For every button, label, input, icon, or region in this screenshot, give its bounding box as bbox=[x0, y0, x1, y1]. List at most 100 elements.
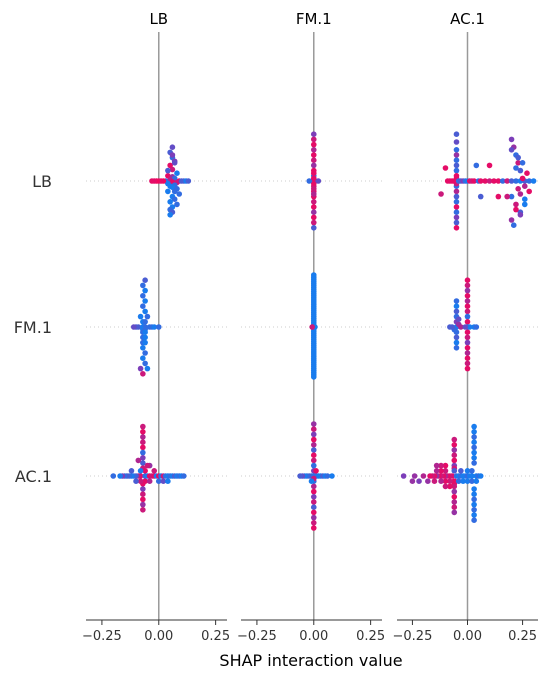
point-ac-1-lb bbox=[495, 178, 502, 184]
point-ac-1-lb bbox=[453, 209, 460, 215]
point-fm-1-ac-1 bbox=[310, 442, 317, 448]
point-ac-1-fm-1 bbox=[464, 298, 471, 304]
point-ac-1-lb bbox=[515, 154, 521, 161]
point-ac-1-lb bbox=[491, 178, 497, 184]
point-ac-1-ac-1 bbox=[471, 434, 477, 440]
point-ac-1-lb bbox=[453, 199, 460, 205]
point-lb-ac-1 bbox=[117, 473, 123, 479]
point-ac-1-lb bbox=[513, 178, 519, 184]
point-ac-1-fm-1 bbox=[464, 339, 471, 346]
point-ac-1-lb bbox=[453, 162, 460, 169]
point-lb-lb bbox=[149, 178, 155, 184]
x-tick-label: 0.25 bbox=[508, 629, 537, 644]
point-lb-ac-1 bbox=[137, 478, 144, 485]
point-fm-1-ac-1 bbox=[310, 525, 317, 531]
x-tick-label: 0.00 bbox=[453, 629, 482, 644]
point-fm-1-ac-1 bbox=[310, 426, 317, 433]
x-tick-label: −0.25 bbox=[237, 629, 277, 644]
point-ac-1-ac-1 bbox=[438, 462, 444, 469]
point-ac-1-fm-1 bbox=[453, 334, 460, 341]
point-ac-1-fm-1 bbox=[464, 313, 471, 320]
panel-title-ac-1: AC.1 bbox=[450, 10, 485, 28]
point-fm-1-ac-1 bbox=[310, 436, 317, 443]
point-ac-1-fm-1 bbox=[464, 319, 471, 325]
point-lb-lb bbox=[171, 160, 178, 166]
x-tick-label: −0.25 bbox=[393, 629, 433, 644]
point-ac-1-ac-1 bbox=[469, 468, 475, 474]
point-lb-ac-1 bbox=[140, 449, 146, 456]
point-ac-1-ac-1 bbox=[458, 468, 464, 474]
point-ac-1-ac-1 bbox=[447, 478, 453, 485]
point-fm-1-lb bbox=[310, 219, 317, 226]
point-lb-fm-1 bbox=[142, 360, 148, 367]
panel-title-lb: LB bbox=[149, 10, 168, 28]
point-ac-1-lb bbox=[453, 139, 460, 145]
point-fm-1-ac-1 bbox=[310, 514, 317, 521]
point-ac-1-ac-1 bbox=[471, 486, 477, 492]
point-ac-1-fm-1 bbox=[458, 324, 464, 330]
point-lb-ac-1 bbox=[180, 473, 187, 479]
point-lb-ac-1 bbox=[140, 491, 146, 498]
point-ac-1-ac-1 bbox=[433, 462, 440, 469]
point-lb-fm-1 bbox=[140, 293, 146, 299]
point-fm-1-lb bbox=[310, 225, 317, 231]
point-ac-1-lb bbox=[473, 162, 480, 169]
x-tick-label: 0.00 bbox=[144, 629, 173, 644]
point-ac-1-lb bbox=[477, 178, 484, 184]
point-lb-lb bbox=[176, 191, 183, 197]
row-label-fm-1: FM.1 bbox=[14, 318, 52, 337]
point-ac-1-lb bbox=[453, 147, 460, 153]
point-fm-1-lb bbox=[310, 147, 317, 153]
point-ac-1-fm-1 bbox=[453, 339, 460, 346]
point-lb-lb bbox=[167, 199, 173, 205]
point-lb-lb bbox=[174, 201, 180, 208]
point-lb-ac-1 bbox=[140, 486, 146, 492]
point-lb-ac-1 bbox=[140, 429, 146, 435]
point-ac-1-fm-1 bbox=[464, 293, 471, 299]
point-fm-1-ac-1 bbox=[310, 520, 317, 526]
point-ac-1-ac-1 bbox=[471, 517, 477, 523]
point-ac-1-ac-1 bbox=[471, 496, 477, 503]
point-ac-1-lb bbox=[499, 178, 506, 184]
point-ac-1-ac-1 bbox=[451, 504, 458, 511]
point-fm-1-ac-1 bbox=[313, 468, 319, 474]
point-lb-fm-1 bbox=[142, 298, 148, 304]
point-fm-1-lb bbox=[310, 180, 317, 187]
point-ac-1-lb bbox=[517, 191, 524, 197]
point-lb-fm-1 bbox=[155, 324, 162, 330]
point-fm-1-lb bbox=[306, 178, 313, 184]
point-ac-1-lb bbox=[517, 212, 524, 218]
point-fm-1-lb bbox=[310, 162, 317, 169]
point-lb-fm-1 bbox=[142, 287, 148, 294]
point-fm-1-lb bbox=[310, 191, 317, 197]
point-lb-ac-1 bbox=[135, 457, 142, 464]
point-lb-ac-1 bbox=[160, 478, 167, 485]
point-ac-1-lb bbox=[453, 214, 460, 221]
point-ac-1-ac-1 bbox=[442, 483, 449, 490]
point-lb-fm-1 bbox=[144, 313, 151, 320]
point-fm-1-lb bbox=[310, 186, 317, 192]
point-ac-1-fm-1 bbox=[473, 324, 480, 330]
point-ac-1-ac-1 bbox=[438, 468, 444, 474]
point-lb-lb bbox=[167, 162, 173, 169]
point-lb-fm-1 bbox=[142, 319, 148, 325]
point-ac-1-ac-1 bbox=[442, 468, 449, 474]
point-ac-1-lb bbox=[521, 196, 528, 202]
point-ac-1-fm-1 bbox=[464, 277, 471, 284]
point-fm-1-lb bbox=[310, 209, 317, 215]
point-ac-1-ac-1 bbox=[471, 507, 477, 513]
point-lb-fm-1 bbox=[140, 282, 146, 289]
point-ac-1-lb bbox=[444, 178, 451, 184]
point-ac-1-fm-1 bbox=[464, 360, 471, 367]
point-ac-1-ac-1 bbox=[464, 478, 471, 485]
point-lb-ac-1 bbox=[140, 507, 146, 513]
point-ac-1-lb bbox=[508, 193, 515, 200]
point-ac-1-ac-1 bbox=[471, 429, 477, 435]
point-lb-ac-1 bbox=[142, 478, 148, 485]
point-lb-lb bbox=[185, 178, 192, 184]
point-lb-fm-1 bbox=[142, 308, 148, 315]
point-ac-1-lb bbox=[508, 136, 515, 143]
point-ac-1-lb bbox=[521, 201, 528, 208]
point-fm-1-lb bbox=[310, 141, 317, 148]
point-ac-1-ac-1 bbox=[451, 499, 458, 505]
